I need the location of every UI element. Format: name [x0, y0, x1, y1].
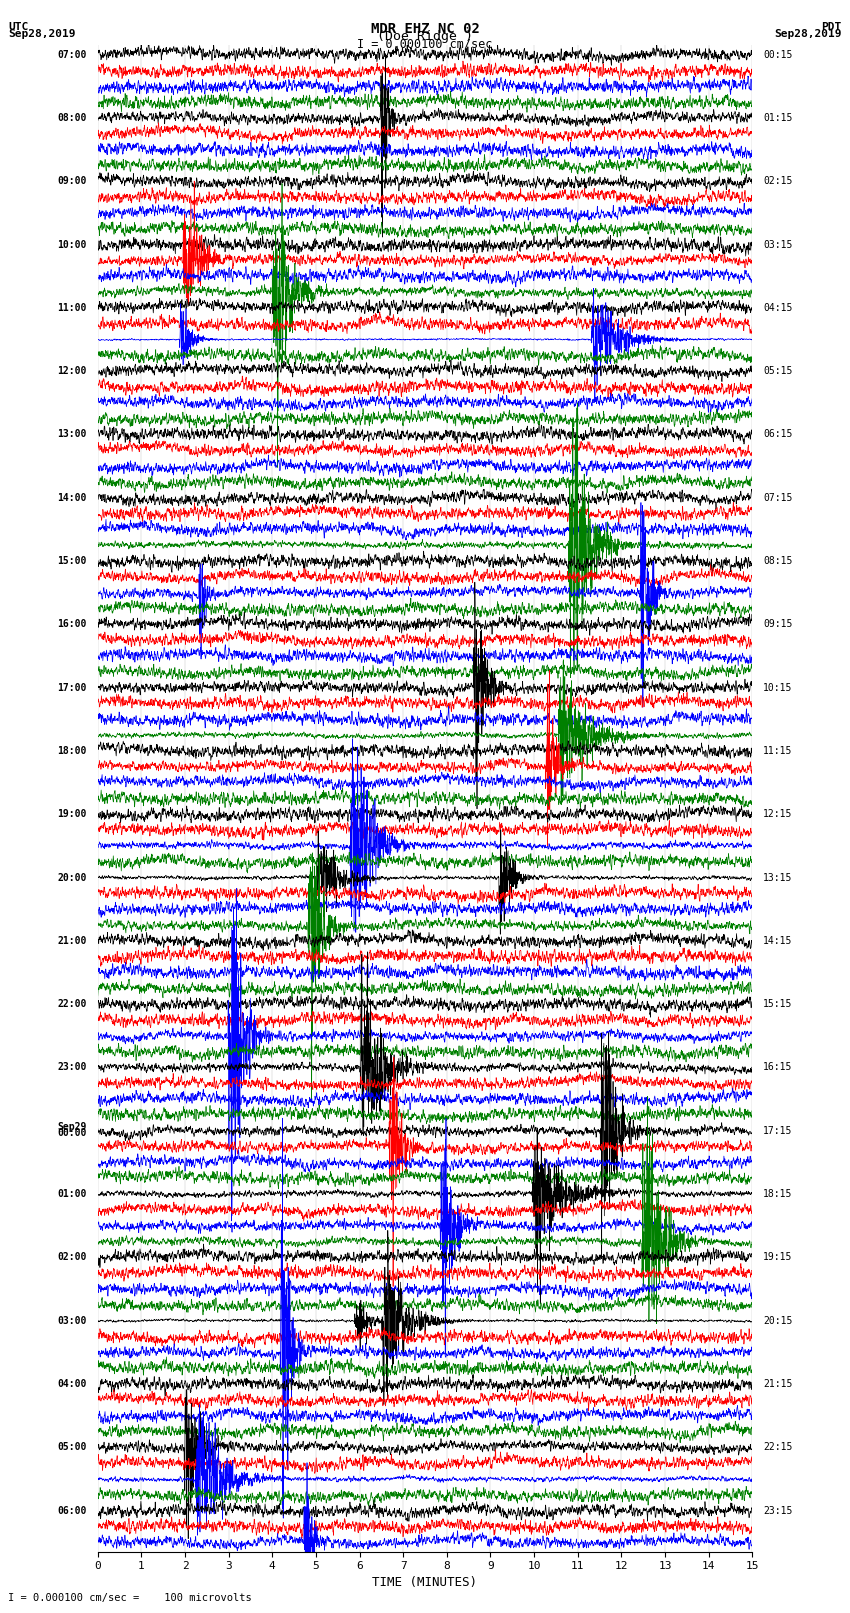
Text: 16:15: 16:15: [763, 1063, 792, 1073]
Text: 22:00: 22:00: [58, 998, 87, 1010]
Text: PDT: PDT: [821, 23, 842, 32]
Text: 04:00: 04:00: [58, 1379, 87, 1389]
Text: 15:00: 15:00: [58, 556, 87, 566]
Text: 05:15: 05:15: [763, 366, 792, 376]
Text: 11:15: 11:15: [763, 745, 792, 756]
Text: 08:15: 08:15: [763, 556, 792, 566]
Text: 20:00: 20:00: [58, 873, 87, 882]
Text: 10:15: 10:15: [763, 682, 792, 692]
Text: MDR EHZ NC 02: MDR EHZ NC 02: [371, 23, 479, 35]
Text: 14:15: 14:15: [763, 936, 792, 945]
Text: 22:15: 22:15: [763, 1442, 792, 1452]
Text: 13:00: 13:00: [58, 429, 87, 439]
Text: 12:15: 12:15: [763, 810, 792, 819]
X-axis label: TIME (MINUTES): TIME (MINUTES): [372, 1576, 478, 1589]
Text: 21:15: 21:15: [763, 1379, 792, 1389]
Text: 10:00: 10:00: [58, 240, 87, 250]
Text: 03:15: 03:15: [763, 240, 792, 250]
Text: 07:15: 07:15: [763, 492, 792, 503]
Text: 07:00: 07:00: [58, 50, 87, 60]
Text: I = 0.000100 cm/sec =    100 microvolts: I = 0.000100 cm/sec = 100 microvolts: [8, 1594, 252, 1603]
Text: 13:15: 13:15: [763, 873, 792, 882]
Text: 06:15: 06:15: [763, 429, 792, 439]
Text: 09:15: 09:15: [763, 619, 792, 629]
Text: Sep28,2019: Sep28,2019: [774, 29, 842, 39]
Text: 21:00: 21:00: [58, 936, 87, 945]
Text: 00:00: 00:00: [58, 1127, 87, 1139]
Text: 05:00: 05:00: [58, 1442, 87, 1452]
Text: 12:00: 12:00: [58, 366, 87, 376]
Text: 04:15: 04:15: [763, 303, 792, 313]
Text: 02:00: 02:00: [58, 1252, 87, 1263]
Text: 08:00: 08:00: [58, 113, 87, 123]
Text: 17:00: 17:00: [58, 682, 87, 692]
Text: 19:00: 19:00: [58, 810, 87, 819]
Text: 01:00: 01:00: [58, 1189, 87, 1198]
Text: 01:15: 01:15: [763, 113, 792, 123]
Text: 23:00: 23:00: [58, 1063, 87, 1073]
Text: 14:00: 14:00: [58, 492, 87, 503]
Text: 02:15: 02:15: [763, 176, 792, 185]
Text: 23:15: 23:15: [763, 1505, 792, 1516]
Text: 18:00: 18:00: [58, 745, 87, 756]
Text: 15:15: 15:15: [763, 998, 792, 1010]
Text: 09:00: 09:00: [58, 176, 87, 185]
Text: 20:15: 20:15: [763, 1316, 792, 1326]
Text: UTC: UTC: [8, 23, 29, 32]
Text: 17:15: 17:15: [763, 1126, 792, 1136]
Text: 03:00: 03:00: [58, 1316, 87, 1326]
Text: I = 0.000100 cm/sec: I = 0.000100 cm/sec: [357, 37, 493, 50]
Text: 00:15: 00:15: [763, 50, 792, 60]
Text: 11:00: 11:00: [58, 303, 87, 313]
Text: Sep28,2019: Sep28,2019: [8, 29, 76, 39]
Text: 18:15: 18:15: [763, 1189, 792, 1198]
Text: (Doe Ridge ): (Doe Ridge ): [377, 31, 473, 44]
Text: 06:00: 06:00: [58, 1505, 87, 1516]
Text: 16:00: 16:00: [58, 619, 87, 629]
Text: Sep29: Sep29: [58, 1121, 87, 1132]
Text: 19:15: 19:15: [763, 1252, 792, 1263]
